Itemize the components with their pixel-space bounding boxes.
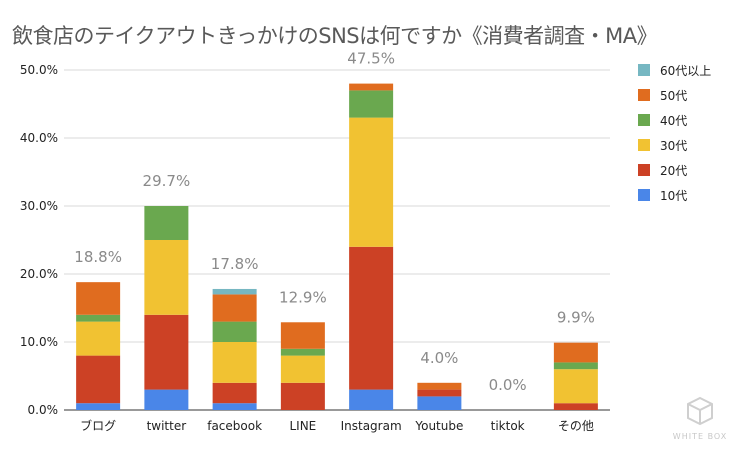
bar-segment	[349, 389, 394, 410]
bar-segment	[212, 382, 257, 404]
bar-stacks	[76, 83, 598, 410]
bar-segment	[553, 362, 598, 370]
legend-swatch	[638, 89, 650, 101]
legend-label: 40代	[660, 114, 687, 128]
legend-swatch	[638, 114, 650, 126]
bar-segment	[349, 83, 394, 91]
legend-label: 20代	[660, 164, 687, 178]
chart-title: 飲食店のテイクアウトきっかけのSNSは何ですか《消費者調査・MA》	[12, 24, 658, 48]
bar-segment	[212, 321, 257, 342]
white-box-logo-icon	[687, 396, 713, 426]
total-label: 9.9%	[557, 309, 595, 327]
bar-segment	[144, 206, 189, 240]
legend-label: 50代	[660, 89, 687, 103]
category-label: facebook	[207, 419, 262, 433]
bar-segment	[144, 240, 189, 315]
bar-segment	[144, 389, 189, 410]
total-label: 12.9%	[279, 288, 327, 306]
legend-swatch	[638, 189, 650, 201]
total-label: 29.7%	[143, 172, 191, 190]
bar-segment	[349, 117, 394, 247]
category-label: Instagram	[341, 419, 402, 433]
bar-segment	[280, 355, 325, 383]
bar-segment	[76, 282, 121, 315]
y-tick-label: 40.0%	[20, 131, 58, 145]
y-tick-label: 10.0%	[20, 335, 58, 349]
bar-segment	[144, 314, 189, 390]
legend-swatch	[638, 139, 650, 151]
x-axis-category-labels: ブログ twitter facebook LINE Instagram Youtube ti…	[80, 418, 594, 433]
legend-swatch	[638, 64, 650, 76]
bar-segment	[212, 342, 257, 383]
bar-segment	[553, 342, 598, 363]
bar-segment	[212, 288, 257, 295]
bar-segment	[417, 389, 462, 397]
bar-segment	[76, 355, 121, 404]
y-tick-label: 20.0%	[20, 267, 58, 281]
bar-segment	[349, 90, 394, 118]
total-label: 18.8%	[74, 248, 122, 266]
bar-segment	[76, 321, 121, 356]
legend-label: 60代以上	[660, 64, 711, 78]
category-label: LINE	[289, 419, 316, 433]
legend: 60代以上 50代 40代 30代 20代 10代	[638, 64, 711, 203]
bar-segment	[212, 403, 257, 410]
category-label: tiktok	[491, 419, 525, 433]
bar-segment	[417, 396, 462, 410]
total-label: 0.0%	[489, 376, 527, 394]
category-label: twitter	[147, 419, 187, 433]
bar-segment	[280, 382, 325, 410]
y-axis-tick-labels: 0.0% 10.0% 20.0% 30.0% 40.0% 50.0%	[20, 63, 58, 417]
total-label: 17.8%	[211, 255, 259, 273]
bar-total-labels: 18.8% 29.7% 17.8% 12.9% 47.5% 4.0% 0.0% 9.9%	[74, 50, 595, 394]
category-label: Youtube	[414, 419, 463, 433]
bar-segment	[280, 348, 325, 356]
total-label: 4.0%	[420, 349, 458, 367]
white-box-watermark: WHITE BOX	[668, 396, 732, 441]
legend-label: 10代	[660, 189, 687, 203]
legend-label: 30代	[660, 139, 687, 153]
watermark-text: WHITE BOX	[672, 432, 728, 441]
bar-segment	[417, 382, 462, 390]
category-label: ブログ	[80, 418, 116, 433]
legend-swatch	[638, 164, 650, 176]
bar-segment	[76, 314, 121, 322]
bar-segment	[212, 294, 257, 322]
y-tick-label: 30.0%	[20, 199, 58, 213]
bar-segment	[280, 322, 325, 349]
y-tick-label: 50.0%	[20, 63, 58, 77]
bar-segment	[553, 403, 598, 410]
category-label: その他	[558, 419, 594, 433]
y-tick-label: 0.0%	[28, 403, 59, 417]
total-label: 47.5%	[347, 50, 395, 68]
bar-segment	[76, 403, 121, 410]
bar-segment	[553, 369, 598, 404]
bar-segment	[349, 246, 394, 390]
